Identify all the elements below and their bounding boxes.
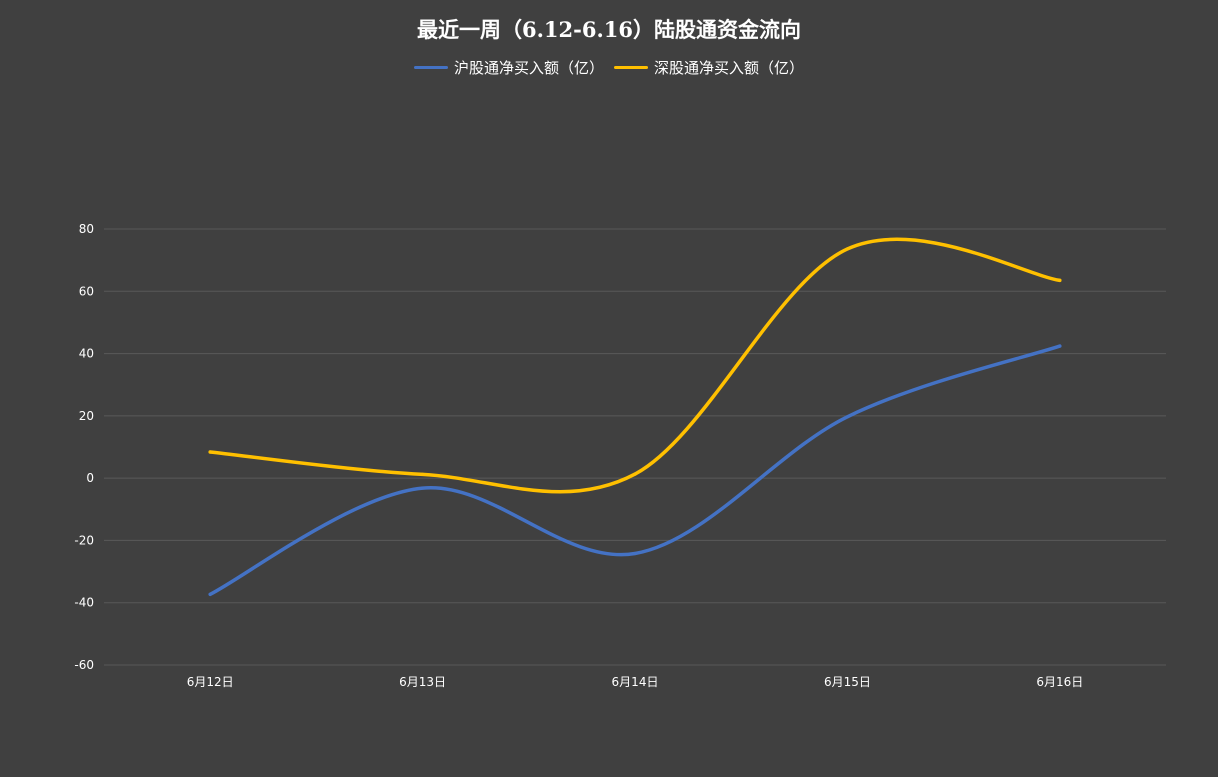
series-point-1 — [633, 472, 637, 476]
series-point-0 — [633, 551, 637, 556]
legend-item-sh: 沪股通净买入额（亿） — [413, 57, 604, 78]
y-tick-label: 20 — [79, 409, 94, 423]
y-tick-label: -40 — [74, 596, 94, 610]
y-tick-label: 80 — [79, 222, 94, 236]
y-tick-label: -60 — [74, 658, 94, 672]
legend-swatch-sh — [413, 66, 448, 69]
series-point-0 — [421, 486, 425, 490]
series-point-0 — [845, 415, 850, 419]
x-tick-label: 6月14日 — [612, 675, 659, 689]
series-point-1 — [845, 247, 850, 251]
series-point-1 — [208, 450, 212, 454]
legend-label-sz: 深股通净买入额（亿） — [654, 59, 805, 77]
y-tick-label: -20 — [74, 533, 94, 547]
chart-title: 最近一周（6.12-6.16）陆股通资金流向 — [416, 17, 801, 42]
y-tick-label: 40 — [79, 347, 94, 361]
series-point-0 — [208, 592, 212, 596]
x-tick-label: 6月13日 — [399, 675, 446, 689]
x-tick-label: 6月12日 — [187, 675, 234, 689]
series-line-1 — [208, 237, 1062, 494]
legend: 沪股通净买入额（亿） 深股通净买入额（亿） — [0, 57, 1218, 78]
series-point-1 — [1058, 278, 1062, 282]
legend-swatch-sz — [614, 66, 648, 69]
series-line-0 — [208, 344, 1062, 597]
series-point-1 — [421, 472, 425, 477]
x-tick-label: 6月16日 — [1036, 675, 1083, 689]
y-tick-label: 0 — [86, 471, 94, 485]
x-tick-label: 6月15日 — [824, 675, 871, 689]
legend-label-sh: 沪股通净买入额（亿） — [453, 59, 604, 77]
legend-item-sz: 深股通净买入额（亿） — [614, 57, 804, 78]
y-tick-label: 60 — [79, 284, 94, 298]
series-point-0 — [1058, 344, 1062, 348]
